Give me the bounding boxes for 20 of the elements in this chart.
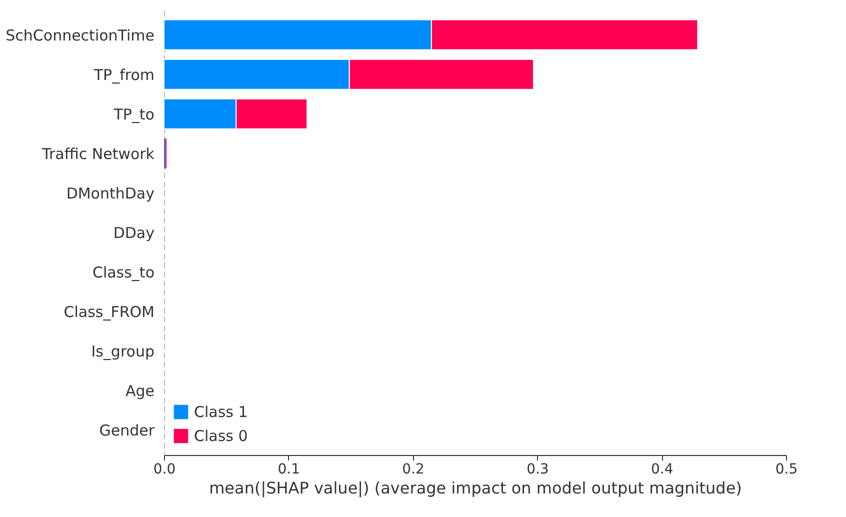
y-tick-label: DMonthDay	[66, 184, 155, 202]
x-axis-title: mean(|SHAP value|) (average impact on model output magnitude)	[209, 478, 742, 498]
y-tick-label: TP_to	[112, 105, 154, 124]
y-tick-label: Age	[125, 382, 154, 400]
y-tick-label: Traffic Network	[41, 144, 155, 163]
legend-label: Class 0	[194, 427, 248, 445]
x-tick-label: 0.0	[153, 462, 176, 478]
x-tick-label: 0.4	[650, 462, 674, 478]
x-tick-label: 0.5	[775, 462, 798, 478]
y-tick-label: SchConnectionTime	[6, 26, 154, 44]
x-tick-label: 0.2	[402, 462, 424, 478]
y-tick-label: DDay	[113, 224, 155, 242]
x-tick-label: 0.3	[526, 462, 549, 478]
y-tick-label: TP_from	[92, 66, 154, 84]
x-tick-label: 0.1	[278, 462, 300, 478]
y-tick-label: Class_FROM	[64, 303, 154, 322]
y-tick-label: Gender	[99, 422, 156, 440]
legend-label: Class 1	[194, 403, 248, 421]
y-tick-label: Class_to	[92, 264, 154, 282]
y-tick-label: Is_group	[91, 342, 154, 361]
